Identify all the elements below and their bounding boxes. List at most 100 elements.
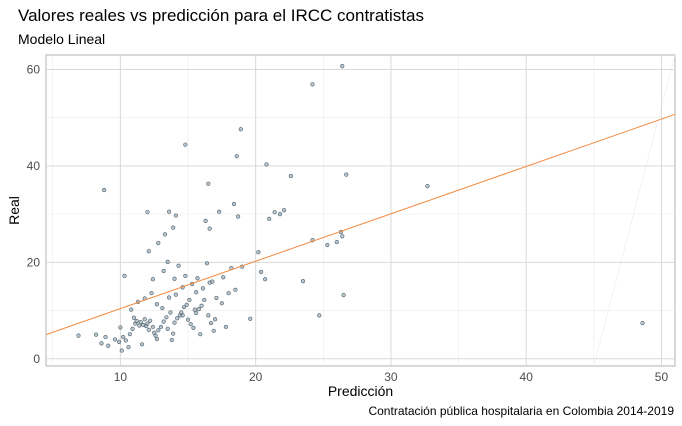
- x-tick-label: 40: [520, 370, 534, 384]
- data-point: [129, 307, 134, 312]
- data-point: [138, 320, 143, 325]
- data-point: [76, 333, 81, 338]
- data-point: [277, 212, 283, 217]
- regression-line: [45, 113, 676, 336]
- data-point: [166, 209, 172, 214]
- data-point: [146, 327, 151, 332]
- data-point: [173, 213, 178, 218]
- data-point: [272, 210, 277, 215]
- data-point: [162, 232, 168, 237]
- y-axis-ticks: 0 20 40 60: [27, 62, 41, 365]
- data-point: [184, 302, 189, 307]
- data-point: [123, 338, 128, 343]
- x-axis-title: Predicción: [328, 383, 393, 399]
- data-point: [191, 325, 196, 331]
- data-point: [93, 332, 99, 337]
- data-point: [288, 173, 293, 179]
- data-point: [200, 286, 206, 291]
- data-point: [165, 259, 170, 264]
- data-point: [171, 225, 176, 230]
- data-point: [127, 332, 132, 337]
- data-point: [325, 242, 330, 248]
- data-point: [194, 310, 199, 316]
- x-tick-label: 50: [655, 370, 669, 384]
- data-point: [196, 307, 201, 312]
- y-tick-label: 20: [27, 255, 41, 269]
- data-point: [202, 297, 207, 303]
- data-point: [217, 209, 222, 214]
- data-point: [204, 261, 210, 266]
- data-point: [154, 336, 160, 342]
- data-point: [149, 291, 154, 296]
- data-point: [181, 305, 187, 310]
- data-point: [169, 337, 174, 343]
- data-point: [248, 316, 253, 321]
- data-point: [183, 273, 188, 278]
- data-point: [219, 301, 224, 306]
- data-point: [226, 291, 231, 296]
- x-axis-ticks: 10 20 30 40 50: [114, 370, 669, 384]
- data-point: [264, 162, 269, 167]
- data-point: [166, 295, 172, 300]
- chart-subtitle: Modelo Lineal: [18, 31, 106, 47]
- data-point: [234, 154, 239, 159]
- data-point: [126, 345, 131, 350]
- x-tick-label: 10: [114, 370, 128, 384]
- data-point: [231, 201, 237, 207]
- grid-lines: [46, 54, 676, 367]
- data-point: [134, 319, 139, 324]
- data-point: [168, 310, 173, 315]
- data-point: [173, 292, 178, 297]
- data-point: [172, 276, 177, 281]
- data-point: [158, 324, 164, 330]
- data-point: [263, 277, 268, 282]
- data-point: [165, 326, 170, 331]
- data-point: [238, 127, 243, 132]
- data-points: [76, 63, 645, 353]
- data-point: [192, 307, 197, 312]
- data-point: [425, 184, 430, 189]
- data-point: [119, 348, 124, 353]
- data-point: [106, 343, 111, 348]
- data-point: [145, 321, 150, 326]
- x-tick-label: 30: [384, 370, 398, 384]
- data-point: [156, 240, 161, 246]
- data-point: [150, 324, 155, 330]
- data-point: [334, 239, 339, 245]
- data-point: [317, 313, 322, 318]
- data-point: [171, 331, 176, 336]
- data-point: [212, 317, 218, 322]
- data-point: [99, 341, 104, 346]
- data-point: [150, 277, 155, 282]
- data-point: [183, 142, 188, 147]
- data-point: [194, 290, 199, 295]
- y-tick-label: 0: [33, 352, 40, 366]
- data-point: [116, 339, 122, 344]
- data-point: [161, 268, 166, 274]
- data-point: [206, 181, 211, 186]
- chart-title: Valores reales vs predicción para el IRC…: [18, 6, 424, 25]
- data-point: [258, 269, 264, 275]
- data-point: [203, 218, 208, 223]
- data-point: [122, 273, 127, 278]
- data-point: [267, 216, 272, 222]
- data-point: [233, 287, 238, 292]
- data-point: [187, 297, 192, 303]
- y-tick-label: 60: [27, 62, 41, 76]
- data-point: [172, 320, 177, 325]
- data-point: [341, 293, 346, 298]
- data-point: [344, 172, 349, 177]
- data-point: [161, 319, 166, 324]
- data-point: [164, 315, 169, 320]
- data-point: [340, 234, 345, 239]
- data-point: [206, 313, 211, 318]
- data-point: [188, 321, 193, 327]
- plot-panel: [45, 54, 676, 367]
- chart-caption: Contratación pública hospitalaria en Col…: [368, 404, 674, 418]
- data-point: [640, 320, 645, 326]
- data-point: [142, 317, 147, 322]
- y-axis-title: Real: [6, 196, 22, 225]
- data-point: [223, 324, 229, 330]
- data-point: [131, 315, 137, 320]
